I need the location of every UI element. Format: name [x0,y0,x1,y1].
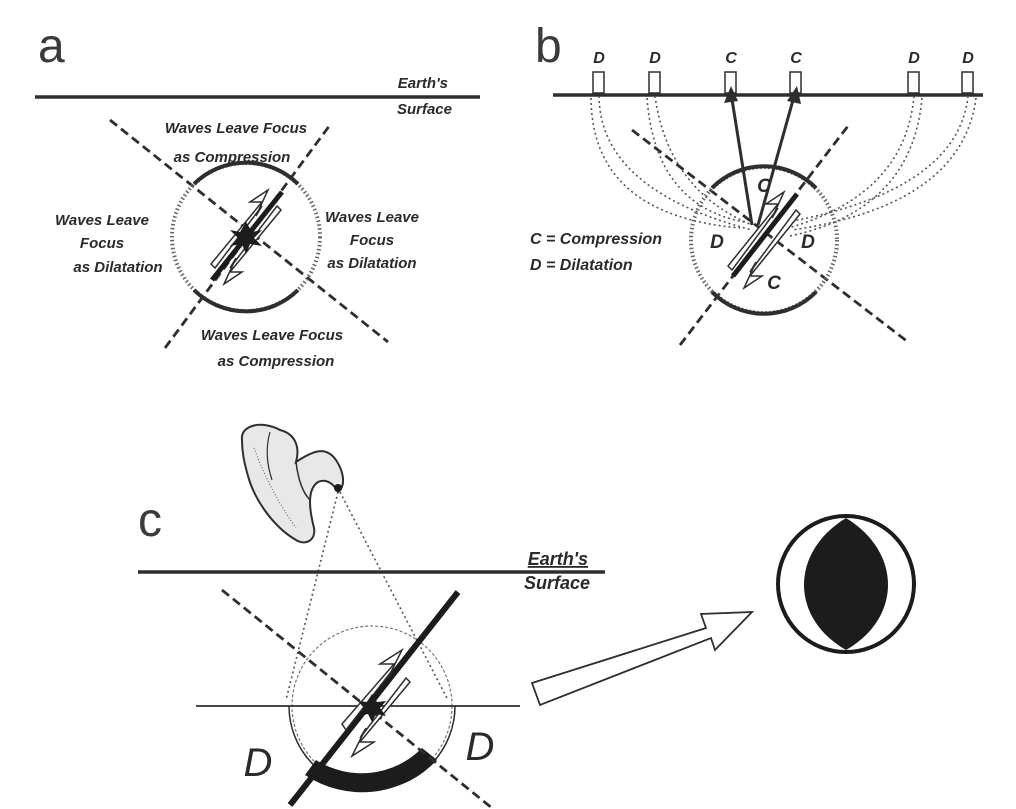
swan-icon [240,423,344,544]
panel-b-compression-arc-top [710,164,818,190]
panel-c-compression-band [305,748,437,793]
panel-a-nodal-plane-2 [163,124,332,349]
panel-b-focal-circle [689,165,839,315]
panel-c-letter: c [138,494,162,547]
panel-b-compression-rays [724,86,801,226]
beachball-icon [776,514,916,654]
panel-b-compression-arc-bottom [710,290,818,316]
panel-b-fault-symbol [726,189,802,291]
panel-c-nodal-plane-dashed [221,588,493,809]
panel-a-left-label-3: as Dilatation [73,259,162,276]
panel-a-surface-label-2: Surface [397,101,452,118]
panel-b-quadrant-bottom: C [767,273,781,294]
panel-a-fault-symbol [209,187,284,287]
station-2: D [648,50,661,94]
panel-a-bottom-label-1: Waves Leave Focus [201,327,343,344]
panel-b: b D D C C D D [530,20,983,346]
panel-c-sight-line-right [339,491,449,701]
panel-a-letter: a [38,20,65,73]
panel-a-compression-arc-top [192,160,300,186]
panel-c-projection-arrow [530,611,755,707]
panel-a-top-label-1: Waves Leave Focus [165,120,307,137]
panel-c-quadrant-left: D [244,741,273,785]
panel-c-surface-label-1: Earth's [528,549,588,569]
station-4: C [789,50,802,94]
panel-c-sight-line-left [285,491,339,701]
panel-a-top-label-2: as Compression [174,149,291,166]
panel-b-legend-compression: C = Compression [530,231,662,248]
station-6: D [961,50,974,94]
station-6-label: D [962,50,974,67]
station-5-label: D [908,50,920,67]
panel-c: c Earth's Surface D D [138,423,916,809]
panel-a-surface-label-1: Earth's [398,75,448,92]
panel-a-right-label-1: Waves Leave [325,209,419,226]
panel-c-quadrant-right: D [466,725,495,769]
panel-c-surface-label-2: Surface [524,573,590,593]
panel-c-fault-symbol [341,647,412,759]
panel-a-right-label-2: Focus [350,232,394,249]
panel-a-left-label-1: Waves Leave [55,212,149,229]
panel-b-letter: b [535,20,562,73]
station-5: D [907,50,920,94]
panel-a-right-label-3: as Dilatation [327,255,416,272]
panel-b-quadrant-right: D [801,232,815,253]
station-3-label: C [725,50,737,67]
panel-a: a Earth's Surface Waves Leave Focus as C… [35,20,480,370]
panel-b-dilatation-rays [590,95,977,237]
station-1: D [592,50,605,94]
panel-a-left-label-2: Focus [80,235,124,252]
panel-b-legend-dilatation: D = Dilatation [530,257,633,274]
panel-a-compression-arc-bottom [192,288,300,314]
panel-b-quadrant-top: C [757,176,771,197]
panel-a-bottom-label-2: as Compression [218,353,335,370]
panel-a-nodal-plane-1 [109,118,389,344]
panel-b-nodal-plane-2 [678,125,850,346]
station-1-label: D [593,50,605,67]
station-2-label: D [649,50,661,67]
station-4-label: C [790,50,802,67]
panel-b-quadrant-left: D [710,232,724,253]
panel-b-nodal-plane-1 [631,128,909,344]
